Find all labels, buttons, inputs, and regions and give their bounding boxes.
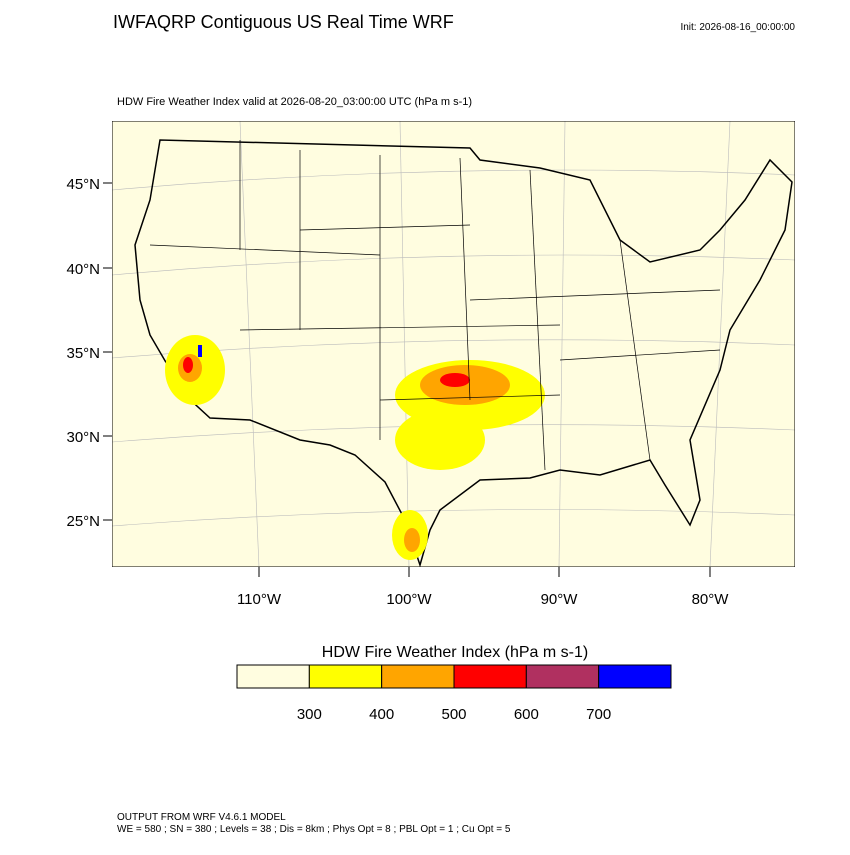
legend-box <box>236 664 310 689</box>
footer-line: WE = 580 ; SN = 380 ; Levels = 38 ; Dis … <box>117 824 511 835</box>
legend-box <box>308 664 383 689</box>
footer-line: OUTPUT FROM WRF V4.6.1 MODEL <box>117 812 286 823</box>
lat-label: 35°N <box>66 345 100 362</box>
lon-label: 80°W <box>692 591 730 608</box>
lat-label: 45°N <box>66 176 100 193</box>
lat-label: 25°N <box>66 513 100 530</box>
legend-box <box>525 664 600 689</box>
legend-tick-label: 300 <box>297 706 322 723</box>
legend-box <box>598 664 672 689</box>
legend-tick-label: 700 <box>586 706 611 723</box>
lat-label: 40°N <box>66 261 100 278</box>
legend-tick-label: 400 <box>369 706 394 723</box>
legend-title: HDW Fire Weather Index (hPa m s-1) <box>322 644 588 661</box>
legend-box <box>381 664 455 689</box>
legend-box <box>453 664 527 689</box>
lon-label: 110°W <box>237 591 282 608</box>
legend-tick-label: 600 <box>514 706 539 723</box>
lat-label: 30°N <box>66 429 100 446</box>
title: IWFAQRP Contiguous US Real Time WRF <box>113 12 454 32</box>
subtitle: HDW Fire Weather Index valid at 2026-08-… <box>117 96 472 108</box>
lon-label: 90°W <box>541 591 579 608</box>
init-time: Init: 2026-08-16_00:00:00 <box>680 22 795 33</box>
map <box>112 121 795 567</box>
lon-label: 100°W <box>386 591 432 608</box>
legend-tick-label: 500 <box>441 706 466 723</box>
